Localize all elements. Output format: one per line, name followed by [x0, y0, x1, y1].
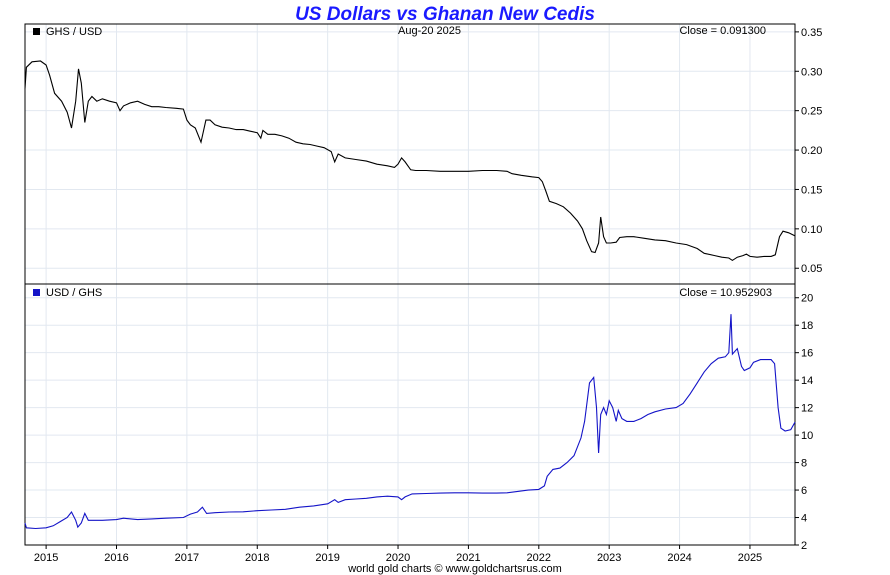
- x-tick-label-2018: 2018: [245, 552, 269, 564]
- usd-ghs-ytick-label-10: 10: [801, 430, 813, 442]
- usd-ghs-legend-label: USD / GHS: [46, 287, 102, 299]
- usd-ghs-ytick-label-2: 2: [801, 540, 807, 552]
- usd-ghs-ytick-label-20: 20: [801, 293, 813, 305]
- x-tick-label-2017: 2017: [175, 552, 199, 564]
- usd-ghs-close-label: Close = 10.952903: [679, 287, 772, 299]
- usd-ghs-ytick-label-4: 4: [801, 513, 807, 525]
- ghs-usd-panel: GHS / USD Aug-20 2025 Close = 0.091300 0…: [24, 23, 822, 285]
- ghs-usd-legend-label: GHS / USD: [46, 26, 102, 38]
- usd-ghs-ytick-label-8: 8: [801, 458, 807, 470]
- ghs-usd-y-axis: 0.35 0.30 0.25 0.20 0.15 0.10 0.05: [795, 27, 822, 275]
- ghs-usd-ytick-label-0.25: 0.25: [801, 106, 822, 118]
- x-tick-label-2025: 2025: [738, 552, 762, 564]
- date-label: Aug-20 2025: [398, 25, 461, 37]
- usd-ghs-grid: [25, 284, 795, 546]
- footer-credit: world gold charts © www.goldchartsrus.co…: [347, 563, 562, 575]
- x-tick-label-2021: 2021: [456, 552, 480, 564]
- ghs-usd-series-line: [24, 60, 796, 262]
- ghs-usd-legend-swatch: [33, 28, 40, 35]
- usd-ghs-series-line: [24, 314, 796, 530]
- chart-title: US Dollars vs Ghanan New Cedis: [295, 4, 595, 25]
- usd-ghs-ytick-label-12: 12: [801, 403, 813, 415]
- ghs-usd-ytick-label-0.05: 0.05: [801, 263, 822, 275]
- usd-ghs-ytick-label-18: 18: [801, 320, 813, 332]
- x-tick-label-2015: 2015: [34, 552, 58, 564]
- x-axis: 2015 2016 2017 2018 2019 2020 2021 2022 2023 2024…: [34, 545, 762, 564]
- ghs-usd-ytick-label-0.35: 0.35: [801, 27, 822, 39]
- x-tick-label-2023: 2023: [597, 552, 621, 564]
- usd-ghs-y-axis: 20 18 16 14 12 10 8 6 4 2: [795, 293, 813, 552]
- ghs-usd-ytick-label-0.30: 0.30: [801, 66, 822, 78]
- ghs-usd-ytick-label-0.20: 0.20: [801, 145, 822, 157]
- x-tick-label-2016: 2016: [104, 552, 128, 564]
- x-tick-label-2020: 2020: [386, 552, 410, 564]
- usd-ghs-legend-swatch: [33, 289, 40, 296]
- usd-ghs-ytick-label-6: 6: [801, 485, 807, 497]
- x-tick-label-2024: 2024: [667, 552, 691, 564]
- ghs-usd-close-label: Close = 0.091300: [679, 25, 766, 37]
- ghs-usd-ytick-label-0.10: 0.10: [801, 224, 822, 236]
- usd-ghs-panel: USD / GHS Close = 10.952903 20 18 16 14 12 10…: [24, 283, 813, 552]
- ghs-usd-ytick-label-0.15: 0.15: [801, 184, 822, 196]
- usd-ghs-frame: [24, 283, 796, 546]
- x-tick-label-2019: 2019: [315, 552, 339, 564]
- x-tick-label-2022: 2022: [527, 552, 551, 564]
- usd-ghs-ytick-label-16: 16: [801, 348, 813, 360]
- usd-ghs-ytick-label-14: 14: [801, 375, 813, 387]
- ghs-usd-grid: [25, 24, 795, 284]
